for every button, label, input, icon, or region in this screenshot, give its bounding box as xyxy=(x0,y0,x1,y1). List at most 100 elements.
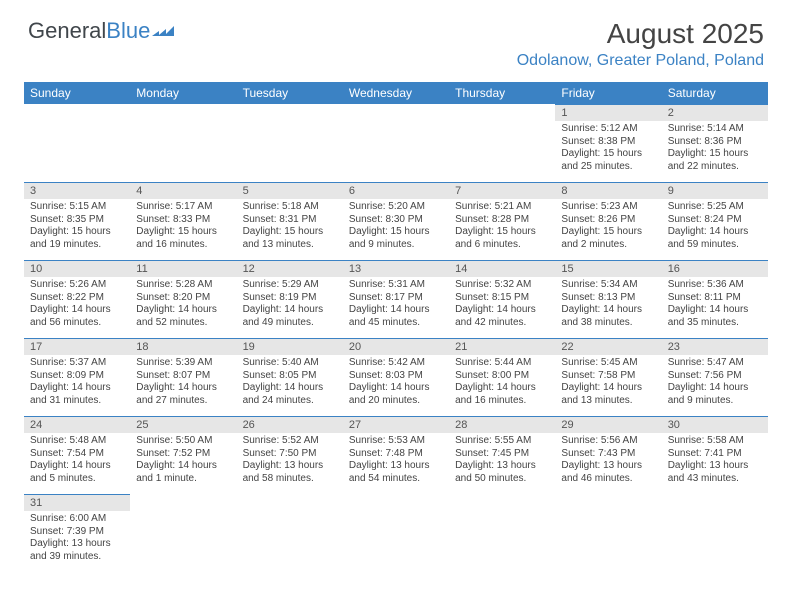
calendar-cell: 21Sunrise: 5:44 AMSunset: 8:00 PMDayligh… xyxy=(449,338,555,416)
calendar-cell: 19Sunrise: 5:40 AMSunset: 8:05 PMDayligh… xyxy=(237,338,343,416)
day-details: Sunrise: 5:28 AMSunset: 8:20 PMDaylight:… xyxy=(130,277,236,333)
day-details: Sunrise: 5:14 AMSunset: 8:36 PMDaylight:… xyxy=(662,121,768,177)
day-details: Sunrise: 5:36 AMSunset: 8:11 PMDaylight:… xyxy=(662,277,768,333)
calendar-row: 31Sunrise: 6:00 AMSunset: 7:39 PMDayligh… xyxy=(24,494,768,572)
calendar-cell: 30Sunrise: 5:58 AMSunset: 7:41 PMDayligh… xyxy=(662,416,768,494)
calendar-cell: 26Sunrise: 5:52 AMSunset: 7:50 PMDayligh… xyxy=(237,416,343,494)
calendar-row: 10Sunrise: 5:26 AMSunset: 8:22 PMDayligh… xyxy=(24,260,768,338)
day-number: 18 xyxy=(130,339,236,355)
calendar-cell xyxy=(237,494,343,572)
day-details: Sunrise: 5:15 AMSunset: 8:35 PMDaylight:… xyxy=(24,199,130,255)
day-number: 19 xyxy=(237,339,343,355)
day-details: Sunrise: 5:58 AMSunset: 7:41 PMDaylight:… xyxy=(662,433,768,489)
calendar-cell: 10Sunrise: 5:26 AMSunset: 8:22 PMDayligh… xyxy=(24,260,130,338)
calendar-cell: 2Sunrise: 5:14 AMSunset: 8:36 PMDaylight… xyxy=(662,104,768,182)
calendar-cell: 3Sunrise: 5:15 AMSunset: 8:35 PMDaylight… xyxy=(24,182,130,260)
weekday-header: Friday xyxy=(555,82,661,104)
day-details: Sunrise: 5:34 AMSunset: 8:13 PMDaylight:… xyxy=(555,277,661,333)
calendar-cell: 25Sunrise: 5:50 AMSunset: 7:52 PMDayligh… xyxy=(130,416,236,494)
day-details: Sunrise: 5:52 AMSunset: 7:50 PMDaylight:… xyxy=(237,433,343,489)
weekday-header: Thursday xyxy=(449,82,555,104)
day-number: 27 xyxy=(343,417,449,433)
calendar-row: 24Sunrise: 5:48 AMSunset: 7:54 PMDayligh… xyxy=(24,416,768,494)
day-details: Sunrise: 5:44 AMSunset: 8:00 PMDaylight:… xyxy=(449,355,555,411)
day-details: Sunrise: 5:26 AMSunset: 8:22 PMDaylight:… xyxy=(24,277,130,333)
day-details: Sunrise: 5:23 AMSunset: 8:26 PMDaylight:… xyxy=(555,199,661,255)
day-number: 10 xyxy=(24,261,130,277)
calendar-cell: 6Sunrise: 5:20 AMSunset: 8:30 PMDaylight… xyxy=(343,182,449,260)
day-details: Sunrise: 5:25 AMSunset: 8:24 PMDaylight:… xyxy=(662,199,768,255)
day-number: 7 xyxy=(449,183,555,199)
day-details: Sunrise: 5:45 AMSunset: 7:58 PMDaylight:… xyxy=(555,355,661,411)
day-number: 13 xyxy=(343,261,449,277)
day-number: 17 xyxy=(24,339,130,355)
day-number: 20 xyxy=(343,339,449,355)
calendar-cell xyxy=(662,494,768,572)
calendar-row: 17Sunrise: 5:37 AMSunset: 8:09 PMDayligh… xyxy=(24,338,768,416)
calendar-cell: 24Sunrise: 5:48 AMSunset: 7:54 PMDayligh… xyxy=(24,416,130,494)
calendar-row: 3Sunrise: 5:15 AMSunset: 8:35 PMDaylight… xyxy=(24,182,768,260)
calendar-cell: 1Sunrise: 5:12 AMSunset: 8:38 PMDaylight… xyxy=(555,104,661,182)
logo-text-blue: Blue xyxy=(106,18,150,44)
month-title: August 2025 xyxy=(517,18,764,50)
day-number: 9 xyxy=(662,183,768,199)
calendar-cell: 23Sunrise: 5:47 AMSunset: 7:56 PMDayligh… xyxy=(662,338,768,416)
calendar-row: 1Sunrise: 5:12 AMSunset: 8:38 PMDaylight… xyxy=(24,104,768,182)
day-details: Sunrise: 5:12 AMSunset: 8:38 PMDaylight:… xyxy=(555,121,661,177)
day-details: Sunrise: 5:37 AMSunset: 8:09 PMDaylight:… xyxy=(24,355,130,411)
calendar-cell xyxy=(449,494,555,572)
calendar-cell xyxy=(343,104,449,182)
day-number: 2 xyxy=(662,105,768,121)
logo-text-gray: General xyxy=(28,18,106,44)
calendar-cell: 31Sunrise: 6:00 AMSunset: 7:39 PMDayligh… xyxy=(24,494,130,572)
day-number: 29 xyxy=(555,417,661,433)
day-details: Sunrise: 5:31 AMSunset: 8:17 PMDaylight:… xyxy=(343,277,449,333)
day-number: 8 xyxy=(555,183,661,199)
calendar-cell: 28Sunrise: 5:55 AMSunset: 7:45 PMDayligh… xyxy=(449,416,555,494)
day-details: Sunrise: 5:56 AMSunset: 7:43 PMDaylight:… xyxy=(555,433,661,489)
day-number: 22 xyxy=(555,339,661,355)
calendar-cell xyxy=(343,494,449,572)
calendar-cell: 20Sunrise: 5:42 AMSunset: 8:03 PMDayligh… xyxy=(343,338,449,416)
weekday-header: Sunday xyxy=(24,82,130,104)
day-number: 1 xyxy=(555,105,661,121)
day-details: Sunrise: 5:40 AMSunset: 8:05 PMDaylight:… xyxy=(237,355,343,411)
day-details: Sunrise: 5:17 AMSunset: 8:33 PMDaylight:… xyxy=(130,199,236,255)
location-text: Odolanow, Greater Poland, Poland xyxy=(517,52,764,70)
day-details: Sunrise: 5:32 AMSunset: 8:15 PMDaylight:… xyxy=(449,277,555,333)
day-number: 5 xyxy=(237,183,343,199)
day-number: 26 xyxy=(237,417,343,433)
day-number: 25 xyxy=(130,417,236,433)
calendar-cell xyxy=(237,104,343,182)
day-number: 12 xyxy=(237,261,343,277)
day-details: Sunrise: 5:53 AMSunset: 7:48 PMDaylight:… xyxy=(343,433,449,489)
calendar-cell: 4Sunrise: 5:17 AMSunset: 8:33 PMDaylight… xyxy=(130,182,236,260)
calendar-cell: 14Sunrise: 5:32 AMSunset: 8:15 PMDayligh… xyxy=(449,260,555,338)
calendar-cell: 22Sunrise: 5:45 AMSunset: 7:58 PMDayligh… xyxy=(555,338,661,416)
calendar-cell: 17Sunrise: 5:37 AMSunset: 8:09 PMDayligh… xyxy=(24,338,130,416)
day-number: 14 xyxy=(449,261,555,277)
calendar-cell: 18Sunrise: 5:39 AMSunset: 8:07 PMDayligh… xyxy=(130,338,236,416)
weekday-header: Monday xyxy=(130,82,236,104)
calendar-cell: 9Sunrise: 5:25 AMSunset: 8:24 PMDaylight… xyxy=(662,182,768,260)
day-number: 3 xyxy=(24,183,130,199)
calendar-cell: 27Sunrise: 5:53 AMSunset: 7:48 PMDayligh… xyxy=(343,416,449,494)
day-number: 11 xyxy=(130,261,236,277)
calendar-cell: 15Sunrise: 5:34 AMSunset: 8:13 PMDayligh… xyxy=(555,260,661,338)
day-details: Sunrise: 6:00 AMSunset: 7:39 PMDaylight:… xyxy=(24,511,130,567)
day-details: Sunrise: 5:29 AMSunset: 8:19 PMDaylight:… xyxy=(237,277,343,333)
day-number: 31 xyxy=(24,495,130,511)
day-number: 28 xyxy=(449,417,555,433)
logo-flag-icon xyxy=(152,22,178,40)
calendar-cell: 16Sunrise: 5:36 AMSunset: 8:11 PMDayligh… xyxy=(662,260,768,338)
calendar-cell: 13Sunrise: 5:31 AMSunset: 8:17 PMDayligh… xyxy=(343,260,449,338)
calendar-cell xyxy=(130,104,236,182)
day-number: 15 xyxy=(555,261,661,277)
day-details: Sunrise: 5:47 AMSunset: 7:56 PMDaylight:… xyxy=(662,355,768,411)
weekday-header-row: SundayMondayTuesdayWednesdayThursdayFrid… xyxy=(24,82,768,104)
day-number: 30 xyxy=(662,417,768,433)
day-number: 23 xyxy=(662,339,768,355)
day-details: Sunrise: 5:20 AMSunset: 8:30 PMDaylight:… xyxy=(343,199,449,255)
header: GeneralBlue August 2025 Odolanow, Greate… xyxy=(0,0,792,74)
day-details: Sunrise: 5:55 AMSunset: 7:45 PMDaylight:… xyxy=(449,433,555,489)
